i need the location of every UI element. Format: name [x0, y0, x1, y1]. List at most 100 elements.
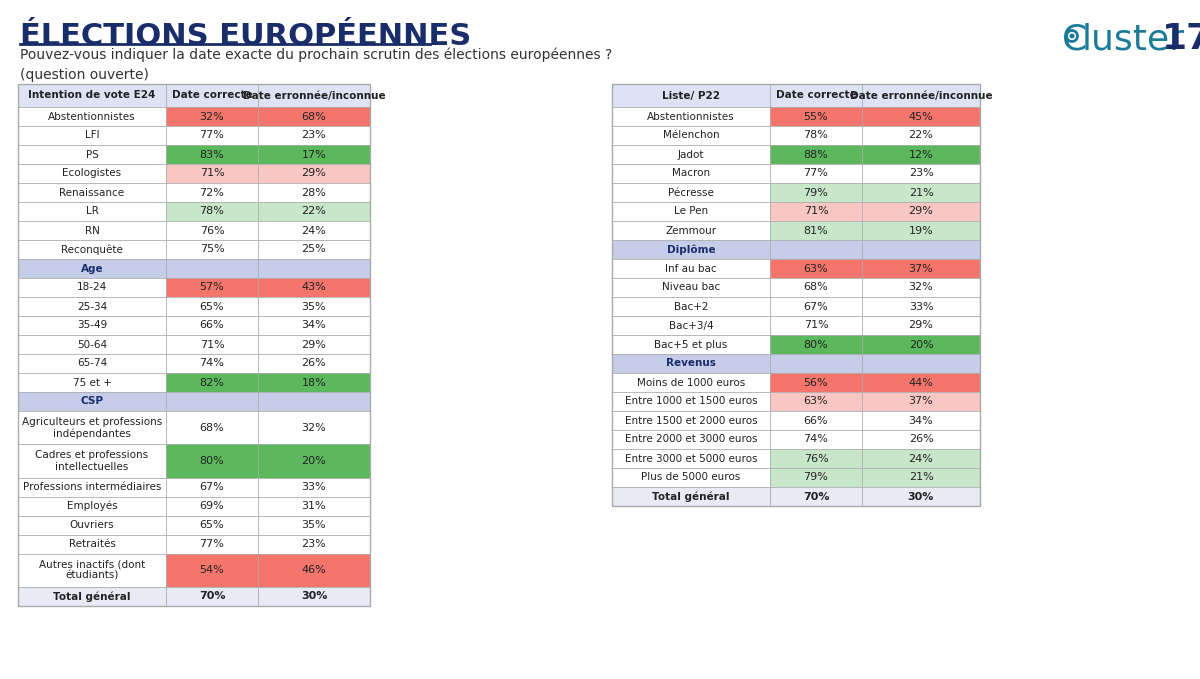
FancyBboxPatch shape	[258, 240, 370, 259]
FancyBboxPatch shape	[258, 335, 370, 354]
FancyBboxPatch shape	[612, 221, 770, 240]
Text: 43%: 43%	[301, 282, 326, 293]
Text: 37%: 37%	[908, 397, 934, 407]
FancyBboxPatch shape	[258, 84, 370, 107]
Text: 74%: 74%	[199, 359, 224, 369]
Text: ÉLECTIONS EUROPÉENNES: ÉLECTIONS EUROPÉENNES	[20, 22, 472, 51]
FancyBboxPatch shape	[612, 126, 770, 145]
Text: 71%: 71%	[199, 168, 224, 179]
Text: 57%: 57%	[199, 282, 224, 293]
FancyBboxPatch shape	[612, 373, 770, 392]
FancyBboxPatch shape	[258, 183, 370, 202]
Text: Bac+3/4: Bac+3/4	[668, 320, 713, 331]
FancyBboxPatch shape	[18, 335, 166, 354]
FancyBboxPatch shape	[258, 278, 370, 297]
FancyBboxPatch shape	[18, 202, 166, 221]
FancyBboxPatch shape	[166, 316, 258, 335]
Text: C: C	[1062, 22, 1087, 56]
FancyBboxPatch shape	[258, 373, 370, 392]
Text: Total général: Total général	[53, 591, 131, 602]
FancyBboxPatch shape	[258, 202, 370, 221]
Text: 20%: 20%	[908, 340, 934, 350]
FancyBboxPatch shape	[166, 297, 258, 316]
Text: Reconquête: Reconquête	[61, 244, 122, 255]
Text: PS: PS	[85, 149, 98, 160]
Text: 72%: 72%	[199, 187, 224, 198]
Text: Retraités: Retraités	[68, 539, 115, 549]
Text: 24%: 24%	[908, 454, 934, 464]
FancyBboxPatch shape	[612, 259, 770, 278]
Text: 78%: 78%	[199, 206, 224, 217]
Text: Zemmour: Zemmour	[666, 225, 716, 236]
FancyBboxPatch shape	[612, 278, 770, 297]
Text: 24%: 24%	[301, 225, 326, 236]
FancyBboxPatch shape	[612, 468, 770, 487]
FancyBboxPatch shape	[862, 126, 980, 145]
Text: 33%: 33%	[908, 301, 934, 312]
Text: Bac+5 et plus: Bac+5 et plus	[654, 340, 727, 350]
FancyBboxPatch shape	[166, 354, 258, 373]
FancyBboxPatch shape	[862, 221, 980, 240]
Text: Bac+2: Bac+2	[673, 301, 708, 312]
FancyBboxPatch shape	[770, 449, 862, 468]
Text: LR: LR	[85, 206, 98, 217]
Text: Cadres et professions
intellectuelles: Cadres et professions intellectuelles	[36, 450, 149, 472]
Text: 77%: 77%	[199, 539, 224, 549]
Text: Revenus: Revenus	[666, 359, 716, 369]
FancyBboxPatch shape	[862, 392, 980, 411]
FancyBboxPatch shape	[166, 587, 258, 606]
Text: 54%: 54%	[199, 565, 224, 575]
Text: Autres inactifs (dont
étudiants): Autres inactifs (dont étudiants)	[38, 559, 145, 581]
FancyBboxPatch shape	[770, 107, 862, 126]
Text: 19%: 19%	[908, 225, 934, 236]
Text: 65-74: 65-74	[77, 359, 107, 369]
FancyBboxPatch shape	[862, 430, 980, 449]
Text: 22%: 22%	[301, 206, 326, 217]
Text: 65%: 65%	[199, 520, 224, 530]
Text: Pécresse: Pécresse	[668, 187, 714, 198]
FancyBboxPatch shape	[612, 145, 770, 164]
FancyBboxPatch shape	[770, 354, 862, 373]
Text: Macron: Macron	[672, 168, 710, 179]
Text: Date erronnée/inconnue: Date erronnée/inconnue	[850, 90, 992, 100]
FancyBboxPatch shape	[862, 373, 980, 392]
FancyBboxPatch shape	[166, 145, 258, 164]
FancyBboxPatch shape	[18, 297, 166, 316]
Text: Diplôme: Diplôme	[667, 244, 715, 255]
FancyBboxPatch shape	[612, 392, 770, 411]
Text: Abstentionnistes: Abstentionnistes	[647, 111, 734, 122]
FancyBboxPatch shape	[862, 335, 980, 354]
Text: Liste/ P22: Liste/ P22	[662, 90, 720, 100]
FancyBboxPatch shape	[770, 430, 862, 449]
Text: 71%: 71%	[199, 340, 224, 350]
Text: 30%: 30%	[908, 492, 934, 502]
FancyBboxPatch shape	[612, 430, 770, 449]
FancyBboxPatch shape	[166, 411, 258, 444]
FancyBboxPatch shape	[612, 240, 770, 259]
FancyBboxPatch shape	[166, 335, 258, 354]
Text: Renaissance: Renaissance	[60, 187, 125, 198]
FancyBboxPatch shape	[18, 259, 166, 278]
Text: 46%: 46%	[301, 565, 326, 575]
FancyBboxPatch shape	[258, 297, 370, 316]
Text: Entre 1000 et 1500 euros: Entre 1000 et 1500 euros	[625, 397, 757, 407]
Text: 80%: 80%	[199, 456, 224, 466]
Text: Inf au bac: Inf au bac	[665, 263, 716, 274]
FancyBboxPatch shape	[258, 534, 370, 553]
FancyBboxPatch shape	[18, 240, 166, 259]
FancyBboxPatch shape	[166, 183, 258, 202]
Text: Agriculteurs et professions
indépendantes: Agriculteurs et professions indépendante…	[22, 416, 162, 439]
FancyBboxPatch shape	[862, 202, 980, 221]
FancyBboxPatch shape	[166, 84, 258, 107]
Text: 29%: 29%	[301, 340, 326, 350]
Circle shape	[1070, 34, 1074, 38]
Text: RN: RN	[84, 225, 100, 236]
FancyBboxPatch shape	[166, 221, 258, 240]
Text: 21%: 21%	[908, 187, 934, 198]
Text: 81%: 81%	[804, 225, 828, 236]
FancyBboxPatch shape	[612, 316, 770, 335]
FancyBboxPatch shape	[166, 477, 258, 496]
FancyBboxPatch shape	[166, 515, 258, 534]
Text: 88%: 88%	[804, 149, 828, 160]
FancyBboxPatch shape	[166, 444, 258, 477]
